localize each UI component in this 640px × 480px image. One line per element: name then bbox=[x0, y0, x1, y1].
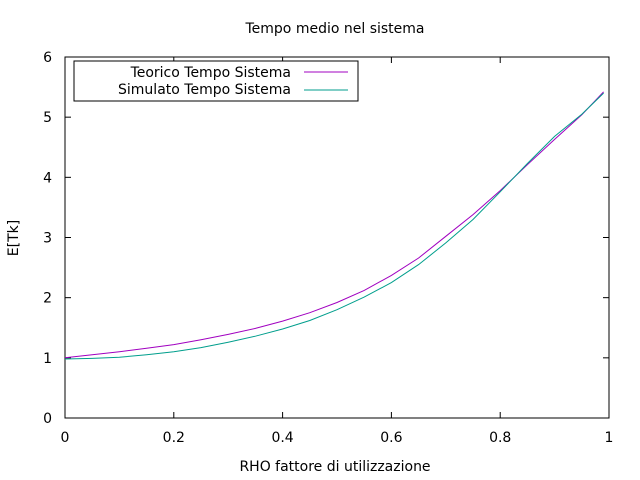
plot-frame bbox=[64, 56, 610, 419]
x-tick-label: 0.6 bbox=[380, 430, 402, 446]
y-tick-label: 2 bbox=[43, 291, 52, 307]
y-tick-label: 0 bbox=[43, 411, 52, 427]
axis-ticks: 0 0.2 0.4 0.6 0.8 1 0 1 2 3 4 5 6 bbox=[43, 50, 613, 446]
y-tick-label: 5 bbox=[43, 110, 52, 126]
y-tick-label: 3 bbox=[43, 231, 52, 247]
y-axis-label: E[Tk] bbox=[6, 220, 22, 256]
x-tick-label: 0 bbox=[61, 430, 70, 446]
series-line-teorico bbox=[64, 91, 604, 359]
x-tick-label: 0.4 bbox=[271, 430, 293, 446]
x-tick-label: 1 bbox=[605, 430, 614, 446]
y-tick-label: 4 bbox=[43, 170, 52, 186]
series-lines bbox=[64, 91, 604, 360]
y-tick-label: 6 bbox=[43, 50, 52, 66]
legend-label-teorico: Teorico Tempo Sistema bbox=[130, 65, 291, 81]
x-tick-label: 0.8 bbox=[489, 430, 511, 446]
y-tick-label: 1 bbox=[43, 351, 52, 367]
x-tick-label: 0.2 bbox=[163, 430, 185, 446]
chart-title: Tempo medio nel sistema bbox=[245, 21, 425, 37]
legend: Teorico Tempo Sistema Simulato Tempo Sis… bbox=[73, 60, 359, 102]
legend-box bbox=[73, 60, 359, 102]
series-line-simulato bbox=[64, 92, 604, 360]
x-axis-label: RHO fattore di utilizzazione bbox=[239, 459, 430, 475]
legend-label-simulato: Simulato Tempo Sistema bbox=[118, 82, 291, 98]
